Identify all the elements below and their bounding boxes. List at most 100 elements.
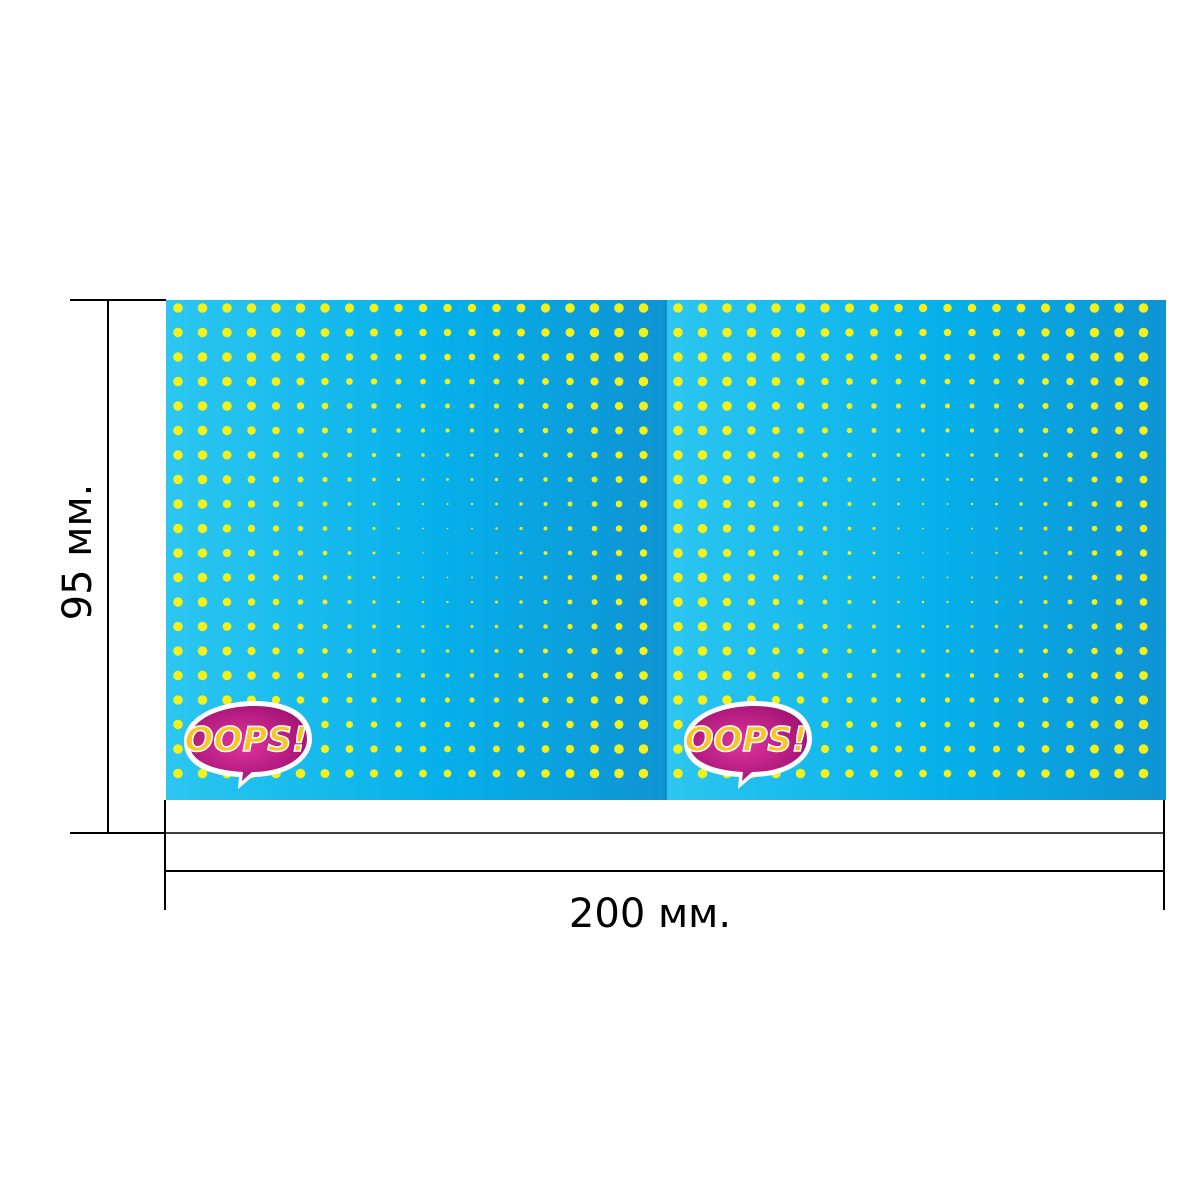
halftone-dot (919, 721, 927, 728)
halftone-dot (395, 378, 402, 385)
halftone-dot (394, 745, 403, 753)
halftone-dot (591, 451, 598, 459)
halftone-dot (197, 327, 208, 338)
halftone-dot (420, 403, 426, 409)
halftone-dot (1114, 768, 1124, 779)
halftone-dot (468, 745, 476, 753)
halftone-dot (471, 552, 473, 554)
halftone-dot (541, 745, 550, 753)
halftone-dot (615, 426, 623, 435)
halftone-dot (173, 719, 183, 730)
halftone-dot (297, 574, 304, 581)
halftone-dot (971, 527, 973, 530)
halftone-dot (1139, 622, 1148, 631)
halftone-dot (615, 500, 623, 508)
halftone-dot (845, 353, 854, 361)
halftone-dot (542, 427, 549, 434)
halftone-dot (697, 401, 708, 411)
halftone-dot (722, 524, 732, 533)
halftone-dot (1114, 720, 1124, 729)
halftone-dot (896, 428, 901, 433)
halftone-dot (591, 623, 598, 630)
halftone-dot (697, 646, 708, 656)
halftone-dot (272, 574, 280, 581)
halftone-dot (872, 551, 876, 555)
halftone-dot (697, 670, 708, 681)
halftone-dot (797, 476, 804, 483)
halftone-dot (615, 598, 623, 606)
halftone-dot (1043, 624, 1048, 629)
halftone-dot (297, 647, 304, 655)
halftone-dot (518, 672, 524, 679)
halftone-dot (820, 768, 830, 779)
halftone-dot (445, 428, 450, 433)
halftone-dot (1042, 427, 1049, 434)
halftone-dot (519, 477, 523, 482)
halftone-dot (272, 500, 280, 508)
halftone-dot (1016, 303, 1026, 313)
halftone-dot (1091, 647, 1098, 655)
halftone-dot (371, 403, 377, 409)
halftone-dot (470, 600, 474, 604)
halftone-dot (1067, 526, 1073, 531)
halftone-dot (821, 402, 829, 410)
halftone-dot (542, 378, 549, 385)
halftone-dot (247, 450, 256, 460)
halftone-dot (921, 478, 925, 481)
halftone-dot (422, 576, 424, 579)
halftone-dot (639, 475, 648, 484)
halftone-dot (1066, 402, 1074, 410)
halftone-dot (920, 403, 926, 409)
halftone-dot (540, 303, 551, 313)
halftone-dot (541, 353, 550, 361)
halftone-dot (920, 378, 926, 385)
halftone-dot (591, 476, 598, 483)
halftone-dot (615, 647, 623, 655)
halftone-dot (590, 671, 599, 680)
halftone-dot (370, 378, 378, 385)
oops-speech-bubble-icon: OOPS! (184, 701, 312, 789)
halftone-dot (1043, 551, 1048, 555)
halftone-dot (946, 576, 949, 579)
halftone-dot (394, 303, 403, 313)
halftone-dot (566, 427, 574, 434)
halftone-dot (1091, 476, 1098, 483)
width-dimension (164, 800, 1165, 910)
halftone-dot (173, 621, 183, 632)
halftone-dot (722, 573, 732, 582)
height-label: 95 мм. (55, 483, 101, 621)
halftone-dot (1067, 623, 1073, 630)
halftone-dot (945, 403, 950, 409)
halftone-dot (494, 648, 499, 654)
halftone-dot (1091, 623, 1098, 630)
halftone-dot (746, 376, 757, 387)
halftone-dot (1090, 352, 1099, 362)
halftone-dot (615, 671, 623, 680)
halftone-dot (197, 646, 208, 656)
halftone-dot (1114, 327, 1124, 338)
halftone-dot (395, 721, 402, 728)
halftone-dot (591, 550, 598, 556)
halftone-dot (247, 598, 256, 606)
halftone-dot (173, 425, 183, 436)
halftone-dot (1017, 378, 1025, 385)
halftone-dot (1138, 376, 1149, 387)
halftone-dot (567, 599, 573, 605)
halftone-dot (247, 475, 256, 484)
halftone-dot (419, 769, 427, 778)
halftone-dot (492, 303, 501, 313)
halftone-dot (896, 453, 901, 457)
halftone-dot (590, 377, 599, 386)
halftone-dot (673, 572, 683, 583)
halftone-dot (371, 648, 377, 654)
halftone-dot (747, 426, 756, 435)
halftone-dot (446, 576, 449, 579)
halftone-dot (943, 769, 952, 778)
halftone-dot (796, 377, 805, 386)
halftone-dot (543, 526, 548, 531)
halftone-dot (747, 598, 756, 606)
halftone-dot (1041, 720, 1050, 729)
halftone-dot (222, 327, 232, 338)
halftone-dot (1114, 744, 1124, 754)
halftone-dot (722, 303, 732, 313)
